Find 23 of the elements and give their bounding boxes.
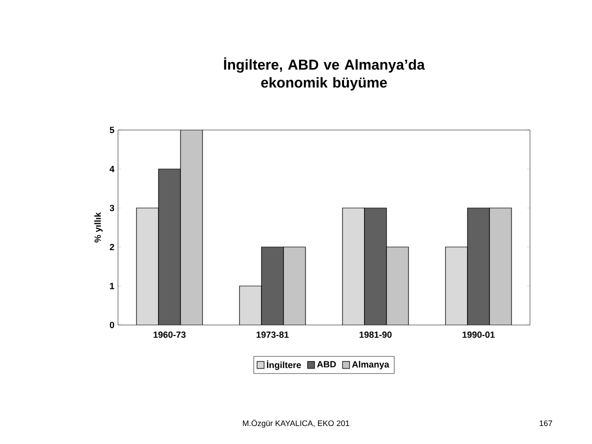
y-tick-label: 3: [110, 204, 114, 212]
y-axis-title: % yıllık: [94, 212, 103, 242]
legend-label: ABD: [317, 361, 336, 368]
y-tick-label: 2: [110, 244, 114, 250]
y-tick-label: 0: [110, 322, 114, 328]
bar: [136, 208, 159, 325]
legend-label: İngiltere: [266, 360, 301, 370]
y-tick-label: 5: [110, 126, 114, 134]
bar: [342, 208, 365, 325]
bar: [158, 168, 181, 325]
x-tick-label: 1990-01: [462, 332, 495, 338]
y-tick-label: 1: [110, 282, 114, 290]
y-tick-label: 4: [110, 166, 114, 172]
bar: [467, 208, 490, 325]
bar: [445, 246, 468, 325]
bar: [261, 246, 284, 325]
chart-title: İngiltere, ABD ve Almanya’da ekonomik büyüme: [224, 57, 425, 91]
bar: [364, 208, 387, 325]
bar: [239, 286, 262, 325]
x-tick-label: 1981-90: [360, 332, 392, 338]
x-tick-label: 1960-73: [154, 332, 186, 338]
legend-label: Almanya: [352, 360, 390, 370]
x-tick-label: 1973-81: [256, 332, 289, 338]
